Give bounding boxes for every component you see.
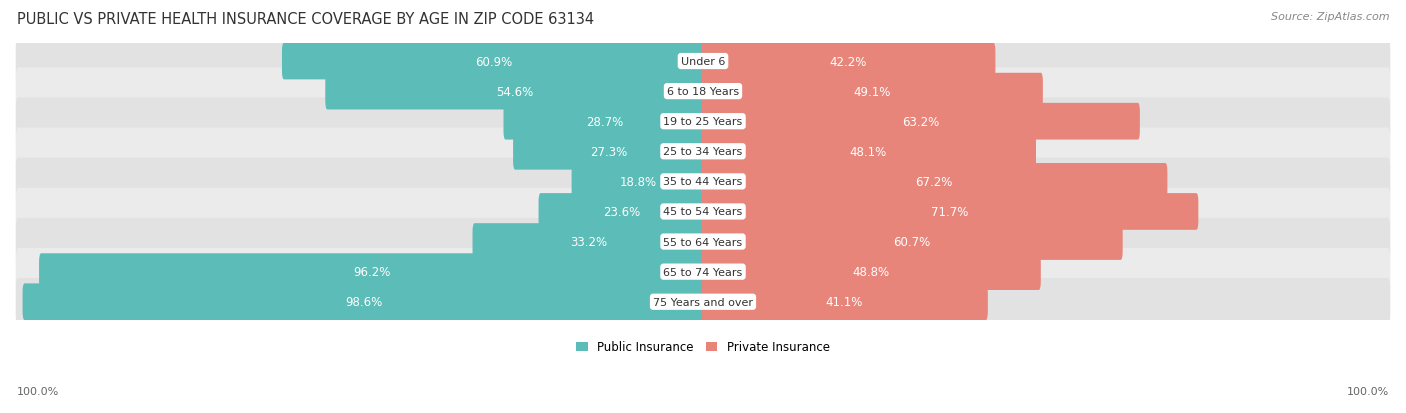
Text: 75 Years and over: 75 Years and over — [652, 297, 754, 307]
FancyBboxPatch shape — [39, 254, 704, 290]
Text: 23.6%: 23.6% — [603, 206, 641, 218]
Text: 65 to 74 Years: 65 to 74 Years — [664, 267, 742, 277]
Text: 54.6%: 54.6% — [496, 85, 534, 98]
Text: 71.7%: 71.7% — [931, 206, 969, 218]
Text: 100.0%: 100.0% — [17, 387, 59, 396]
Text: 45 to 54 Years: 45 to 54 Years — [664, 207, 742, 217]
FancyBboxPatch shape — [22, 284, 704, 320]
FancyBboxPatch shape — [15, 248, 1391, 296]
FancyBboxPatch shape — [472, 224, 704, 260]
Text: 49.1%: 49.1% — [853, 85, 890, 98]
FancyBboxPatch shape — [325, 74, 704, 110]
Text: 27.3%: 27.3% — [591, 145, 627, 159]
Text: 42.2%: 42.2% — [830, 55, 868, 69]
Text: 48.8%: 48.8% — [852, 266, 890, 278]
Text: 18.8%: 18.8% — [620, 176, 657, 188]
FancyBboxPatch shape — [572, 164, 704, 200]
FancyBboxPatch shape — [702, 164, 1167, 200]
FancyBboxPatch shape — [702, 194, 1198, 230]
Text: 60.7%: 60.7% — [893, 235, 931, 249]
Text: Source: ZipAtlas.com: Source: ZipAtlas.com — [1271, 12, 1389, 22]
Text: 63.2%: 63.2% — [901, 115, 939, 128]
FancyBboxPatch shape — [702, 284, 988, 320]
FancyBboxPatch shape — [15, 188, 1391, 236]
Text: 96.2%: 96.2% — [353, 266, 391, 278]
Text: PUBLIC VS PRIVATE HEALTH INSURANCE COVERAGE BY AGE IN ZIP CODE 63134: PUBLIC VS PRIVATE HEALTH INSURANCE COVER… — [17, 12, 593, 27]
Text: 35 to 44 Years: 35 to 44 Years — [664, 177, 742, 187]
FancyBboxPatch shape — [15, 68, 1391, 116]
Text: 41.1%: 41.1% — [825, 296, 863, 309]
Text: 48.1%: 48.1% — [849, 145, 887, 159]
FancyBboxPatch shape — [702, 44, 995, 80]
Text: Under 6: Under 6 — [681, 57, 725, 67]
Text: 6 to 18 Years: 6 to 18 Years — [666, 87, 740, 97]
FancyBboxPatch shape — [15, 278, 1391, 326]
FancyBboxPatch shape — [702, 74, 1043, 110]
Legend: Public Insurance, Private Insurance: Public Insurance, Private Insurance — [571, 336, 835, 358]
FancyBboxPatch shape — [702, 134, 1036, 170]
FancyBboxPatch shape — [538, 194, 704, 230]
FancyBboxPatch shape — [702, 224, 1122, 260]
Text: 60.9%: 60.9% — [475, 55, 512, 69]
Text: 28.7%: 28.7% — [586, 115, 623, 128]
Text: 100.0%: 100.0% — [1347, 387, 1389, 396]
Text: 33.2%: 33.2% — [571, 235, 607, 249]
FancyBboxPatch shape — [503, 104, 704, 140]
Text: 19 to 25 Years: 19 to 25 Years — [664, 117, 742, 127]
FancyBboxPatch shape — [15, 128, 1391, 176]
FancyBboxPatch shape — [283, 44, 704, 80]
FancyBboxPatch shape — [702, 254, 1040, 290]
FancyBboxPatch shape — [15, 98, 1391, 146]
Text: 25 to 34 Years: 25 to 34 Years — [664, 147, 742, 157]
Text: 55 to 64 Years: 55 to 64 Years — [664, 237, 742, 247]
Text: 67.2%: 67.2% — [915, 176, 953, 188]
FancyBboxPatch shape — [513, 134, 704, 170]
FancyBboxPatch shape — [15, 218, 1391, 266]
FancyBboxPatch shape — [702, 104, 1140, 140]
FancyBboxPatch shape — [15, 38, 1391, 85]
FancyBboxPatch shape — [15, 158, 1391, 206]
Text: 98.6%: 98.6% — [346, 296, 382, 309]
